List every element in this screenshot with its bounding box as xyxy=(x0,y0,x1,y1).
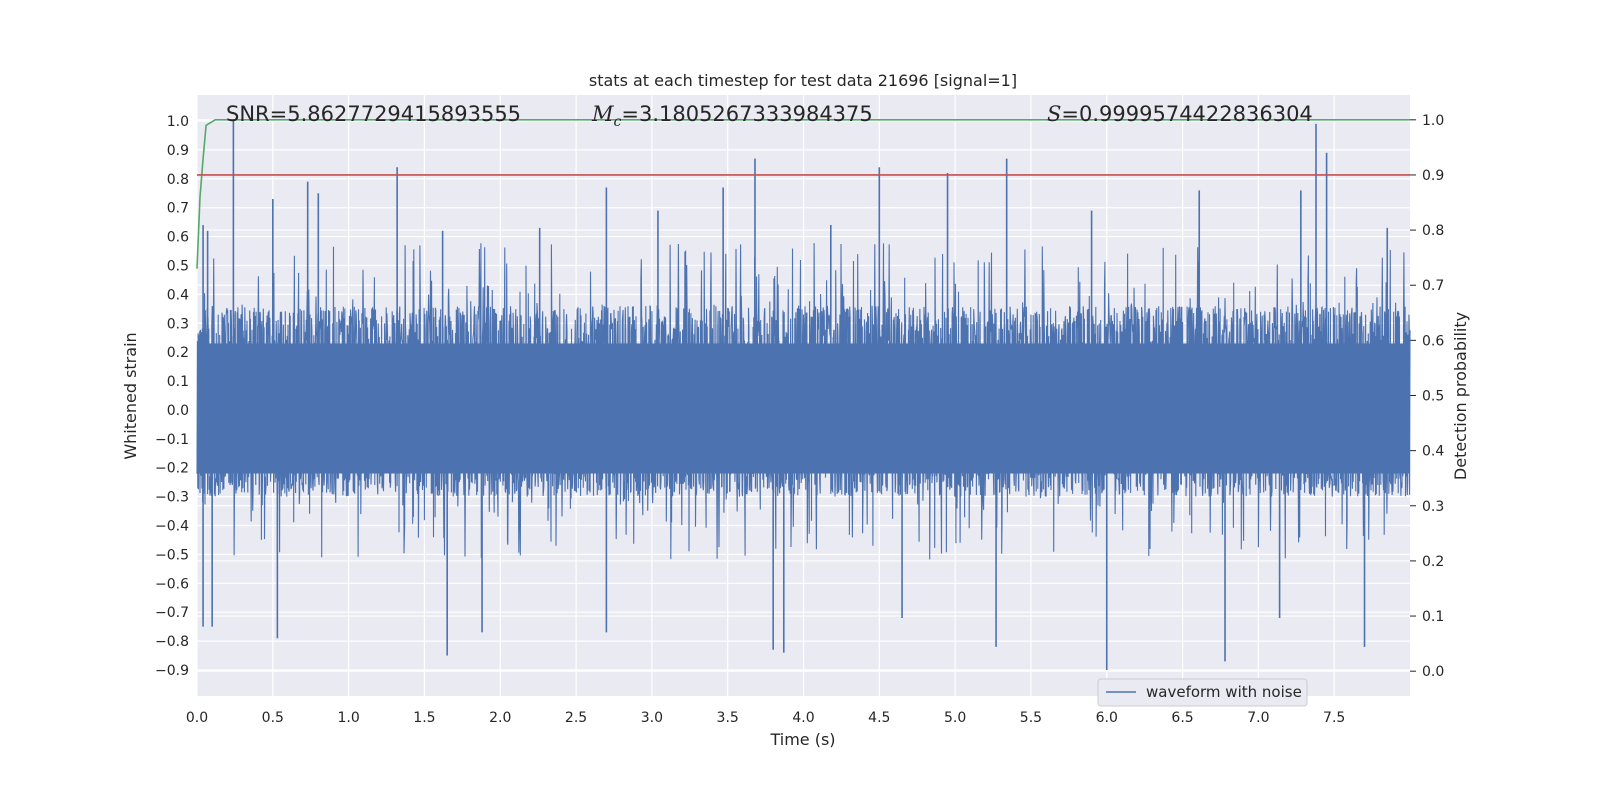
y-tick-label: 0.3 xyxy=(167,316,189,332)
x-tick-label: 3.0 xyxy=(641,710,663,726)
waveform-core xyxy=(197,343,1410,474)
y-tick-label: −0.2 xyxy=(155,461,189,477)
x-tick-label: 0.5 xyxy=(262,710,284,726)
x-tick-label: 4.0 xyxy=(792,710,814,726)
y-right-tick-label: 0.0 xyxy=(1422,664,1444,680)
y-right-tick-label: 0.3 xyxy=(1422,499,1444,515)
legend: waveform with noise xyxy=(1097,678,1308,707)
x-tick-label: 1.5 xyxy=(413,710,435,726)
mc-annotation: Mc=3.1805267333984375 xyxy=(591,102,873,130)
y-tick-label: −0.7 xyxy=(155,605,189,621)
y-tick-label: −0.1 xyxy=(155,432,189,448)
y-right-tick-label: 0.7 xyxy=(1422,278,1444,294)
x-tick-labels: 0.0 0.5 1.0 1.5 2.0 2.5 3.0 3.5 4.0 4.5 5.0 5.5 6.0 6… xyxy=(186,710,1345,726)
y-right-axis-label: Detection probability xyxy=(1451,312,1470,480)
legend-box xyxy=(1097,678,1308,707)
s-symbol: S xyxy=(1047,102,1061,126)
y-tick-label: −0.4 xyxy=(155,519,189,535)
y-tick-label: 0.0 xyxy=(167,403,189,419)
y-tick-label: 0.9 xyxy=(167,143,189,159)
y-right-tick-label: 0.1 xyxy=(1422,609,1444,625)
x-tick-label: 5.0 xyxy=(944,710,966,726)
y-tick-labels: 1.0 0.9 0.8 0.7 0.6 0.5 0.4 0.3 0.2 0.1 0.0 −0.1 −0.… xyxy=(155,114,189,679)
y-right-tick-labels: 1.0 0.9 0.8 0.7 0.6 0.5 0.4 0.3 0.2 0.1 0.0 xyxy=(1422,113,1444,680)
y-tick-label: 0.6 xyxy=(167,230,189,246)
waveform-series xyxy=(196,121,1411,670)
y-tick-label: 0.8 xyxy=(167,172,189,188)
y-tick-label: 0.5 xyxy=(167,258,189,274)
y-right-tick-label: 0.8 xyxy=(1422,223,1444,239)
y-tick-label: 0.7 xyxy=(167,201,189,217)
snr-annotation: SNR=5.8627729415893555 xyxy=(226,102,521,126)
y-right-tick-label: 0.5 xyxy=(1422,389,1444,405)
mc-value: =3.1805267333984375 xyxy=(621,102,872,126)
mc-subscript: c xyxy=(614,114,622,130)
y-right-tick-label: 0.9 xyxy=(1422,168,1444,184)
y-axis-label: Whitened strain xyxy=(121,332,140,459)
y-tick-label: 1.0 xyxy=(167,114,189,130)
probability-series xyxy=(196,119,1410,269)
x-tick-label: 2.5 xyxy=(565,710,587,726)
x-tick-label: 3.5 xyxy=(717,710,739,726)
y-tick-label: 0.2 xyxy=(167,345,189,361)
y-tick-label: 0.1 xyxy=(167,374,189,390)
y-tick-label: −0.9 xyxy=(155,663,189,679)
y-right-tick-label: 0.2 xyxy=(1422,554,1444,570)
y-tick-label: −0.5 xyxy=(155,547,189,563)
y-tick-label: −0.6 xyxy=(155,576,189,592)
y-right-tick-label: 0.6 xyxy=(1422,333,1444,349)
detection-probability-line xyxy=(196,119,1410,269)
s-annotation: S=0.9999574422836304 xyxy=(1047,102,1313,126)
x-tick-label: 0.0 xyxy=(186,710,208,726)
chart-title: stats at each timestep for test data 216… xyxy=(589,71,1017,90)
x-tick-label: 4.5 xyxy=(868,710,890,726)
x-tick-label: 6.5 xyxy=(1171,710,1193,726)
y-tick-label: 0.4 xyxy=(167,287,189,303)
y-tick-label: −0.8 xyxy=(155,634,189,650)
x-tick-label: 2.0 xyxy=(489,710,511,726)
mc-symbol: M xyxy=(591,102,614,126)
x-tick-label: 7.5 xyxy=(1323,710,1345,726)
x-axis-label: Time (s) xyxy=(769,730,835,749)
y-right-tick-label: 0.4 xyxy=(1422,444,1444,460)
x-tick-label: 5.5 xyxy=(1020,710,1042,726)
x-tick-label: 1.0 xyxy=(337,710,359,726)
legend-label: waveform with noise xyxy=(1146,683,1302,701)
s-value: =0.9999574422836304 xyxy=(1061,102,1312,126)
x-tick-label: 6.0 xyxy=(1096,710,1118,726)
x-tick-label: 7.0 xyxy=(1247,710,1269,726)
y-right-tick-label: 1.0 xyxy=(1422,113,1444,129)
y-tick-label: −0.3 xyxy=(155,490,189,506)
